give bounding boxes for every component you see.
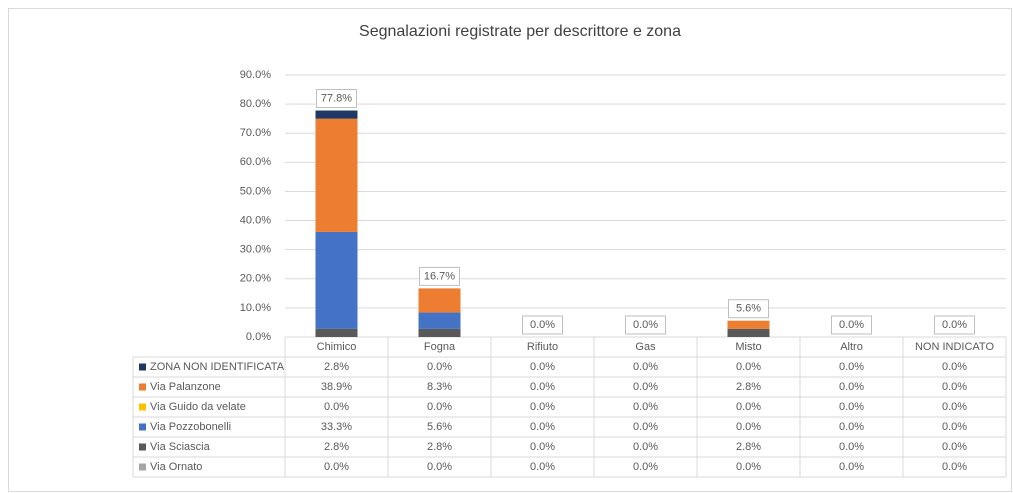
table-value: 0.0% xyxy=(633,361,658,373)
table-value: 0.0% xyxy=(839,461,864,473)
total-label-box xyxy=(625,315,666,335)
total-label-box xyxy=(419,266,460,286)
legend-swatch xyxy=(139,443,146,451)
table-value: 0.0% xyxy=(942,381,967,393)
total-label: 16.7% xyxy=(424,270,455,282)
table-value: 0.0% xyxy=(633,381,658,393)
y-tick-label: 70.0% xyxy=(240,127,271,139)
bar-segment xyxy=(418,328,461,337)
table-value: 0.0% xyxy=(736,361,761,373)
table-value: 0.0% xyxy=(530,461,555,473)
total-label: 77.8% xyxy=(321,92,352,104)
x-tick-label: NON INDICATO xyxy=(915,341,994,353)
table-value: 0.0% xyxy=(530,421,555,433)
table-value: 0.0% xyxy=(736,421,761,433)
total-label-box xyxy=(728,299,769,319)
total-label-box xyxy=(831,315,872,335)
x-tick-label: Altro xyxy=(840,341,863,353)
table-value: 0.0% xyxy=(942,461,967,473)
legend-label: Via Sciascia xyxy=(150,441,211,453)
bar-segment xyxy=(315,231,358,329)
table-value: 0.0% xyxy=(324,461,349,473)
total-label: 5.6% xyxy=(736,303,761,315)
total-label-box xyxy=(522,315,563,335)
table-value: 0.0% xyxy=(839,401,864,413)
total-label: 0.0% xyxy=(839,319,864,331)
table-value: 8.3% xyxy=(427,381,452,393)
x-tick-label: Fogna xyxy=(424,341,456,353)
total-label-box xyxy=(316,89,357,109)
y-tick-label: 10.0% xyxy=(240,302,271,314)
x-tick-label: Rifiuto xyxy=(527,341,558,353)
bar-segment xyxy=(418,288,461,313)
y-tick-label: 50.0% xyxy=(240,185,271,197)
y-tick-label: 40.0% xyxy=(240,214,271,226)
legend-swatch xyxy=(139,403,146,411)
table-value: 0.0% xyxy=(839,421,864,433)
y-tick-label: 60.0% xyxy=(240,156,271,168)
legend-label: Via Guido da velate xyxy=(150,401,246,413)
table-value: 0.0% xyxy=(942,401,967,413)
total-label: 0.0% xyxy=(530,319,555,331)
table-value: 0.0% xyxy=(427,461,452,473)
table-value: 0.0% xyxy=(839,381,864,393)
table-value: 0.0% xyxy=(633,441,658,453)
table-value: 33.3% xyxy=(321,421,352,433)
x-tick-label: Chimico xyxy=(317,341,357,353)
table-value: 0.0% xyxy=(942,361,967,373)
table-value: 0.0% xyxy=(839,361,864,373)
y-tick-label: 80.0% xyxy=(240,98,271,110)
legend-swatch xyxy=(139,423,146,431)
bar-segment xyxy=(315,110,358,119)
table-value: 0.0% xyxy=(633,461,658,473)
bar-segment xyxy=(315,118,358,232)
bar-segment xyxy=(315,328,358,337)
table-value: 0.0% xyxy=(633,401,658,413)
x-tick-label: Misto xyxy=(735,341,761,353)
y-tick-label: 20.0% xyxy=(240,273,271,285)
legend-label: Via Palanzone xyxy=(150,381,221,393)
legend-label: Via Ornato xyxy=(150,461,202,473)
table-value: 2.8% xyxy=(736,441,761,453)
x-tick-label: Gas xyxy=(635,341,656,353)
y-tick-label: 30.0% xyxy=(240,244,271,256)
bar-segment xyxy=(727,320,770,329)
legend-swatch xyxy=(139,383,146,391)
y-tick-label: 90.0% xyxy=(240,69,271,81)
table-value: 2.8% xyxy=(736,381,761,393)
table-value: 0.0% xyxy=(324,401,349,413)
legend-swatch xyxy=(139,363,146,371)
table-value: 0.0% xyxy=(839,441,864,453)
table-value: 2.8% xyxy=(324,361,349,373)
table-value: 0.0% xyxy=(736,461,761,473)
table-value: 0.0% xyxy=(530,401,555,413)
legend-swatch xyxy=(139,463,146,471)
table-value: 0.0% xyxy=(942,441,967,453)
table-value: 0.0% xyxy=(427,361,452,373)
legend-label: ZONA NON IDENTIFICATA xyxy=(150,361,285,373)
chart-title: Segnalazioni registrate per descrittore … xyxy=(359,23,681,40)
table-value: 0.0% xyxy=(427,401,452,413)
table-value: 0.0% xyxy=(530,381,555,393)
table-value: 0.0% xyxy=(736,401,761,413)
table-value: 38.9% xyxy=(321,381,352,393)
table-value: 0.0% xyxy=(530,441,555,453)
table-value: 0.0% xyxy=(530,361,555,373)
bar-segment xyxy=(418,312,461,329)
y-tick-label: 0.0% xyxy=(246,331,271,343)
bar-segment xyxy=(727,328,770,337)
total-label: 0.0% xyxy=(942,319,967,331)
table-value: 0.0% xyxy=(942,421,967,433)
total-label: 0.0% xyxy=(633,319,658,331)
legend-label: Via Pozzobonelli xyxy=(150,421,231,433)
table-value: 5.6% xyxy=(427,421,452,433)
table-value: 0.0% xyxy=(633,421,658,433)
total-label-box xyxy=(934,315,975,335)
table-value: 2.8% xyxy=(324,441,349,453)
table-value: 2.8% xyxy=(427,441,452,453)
